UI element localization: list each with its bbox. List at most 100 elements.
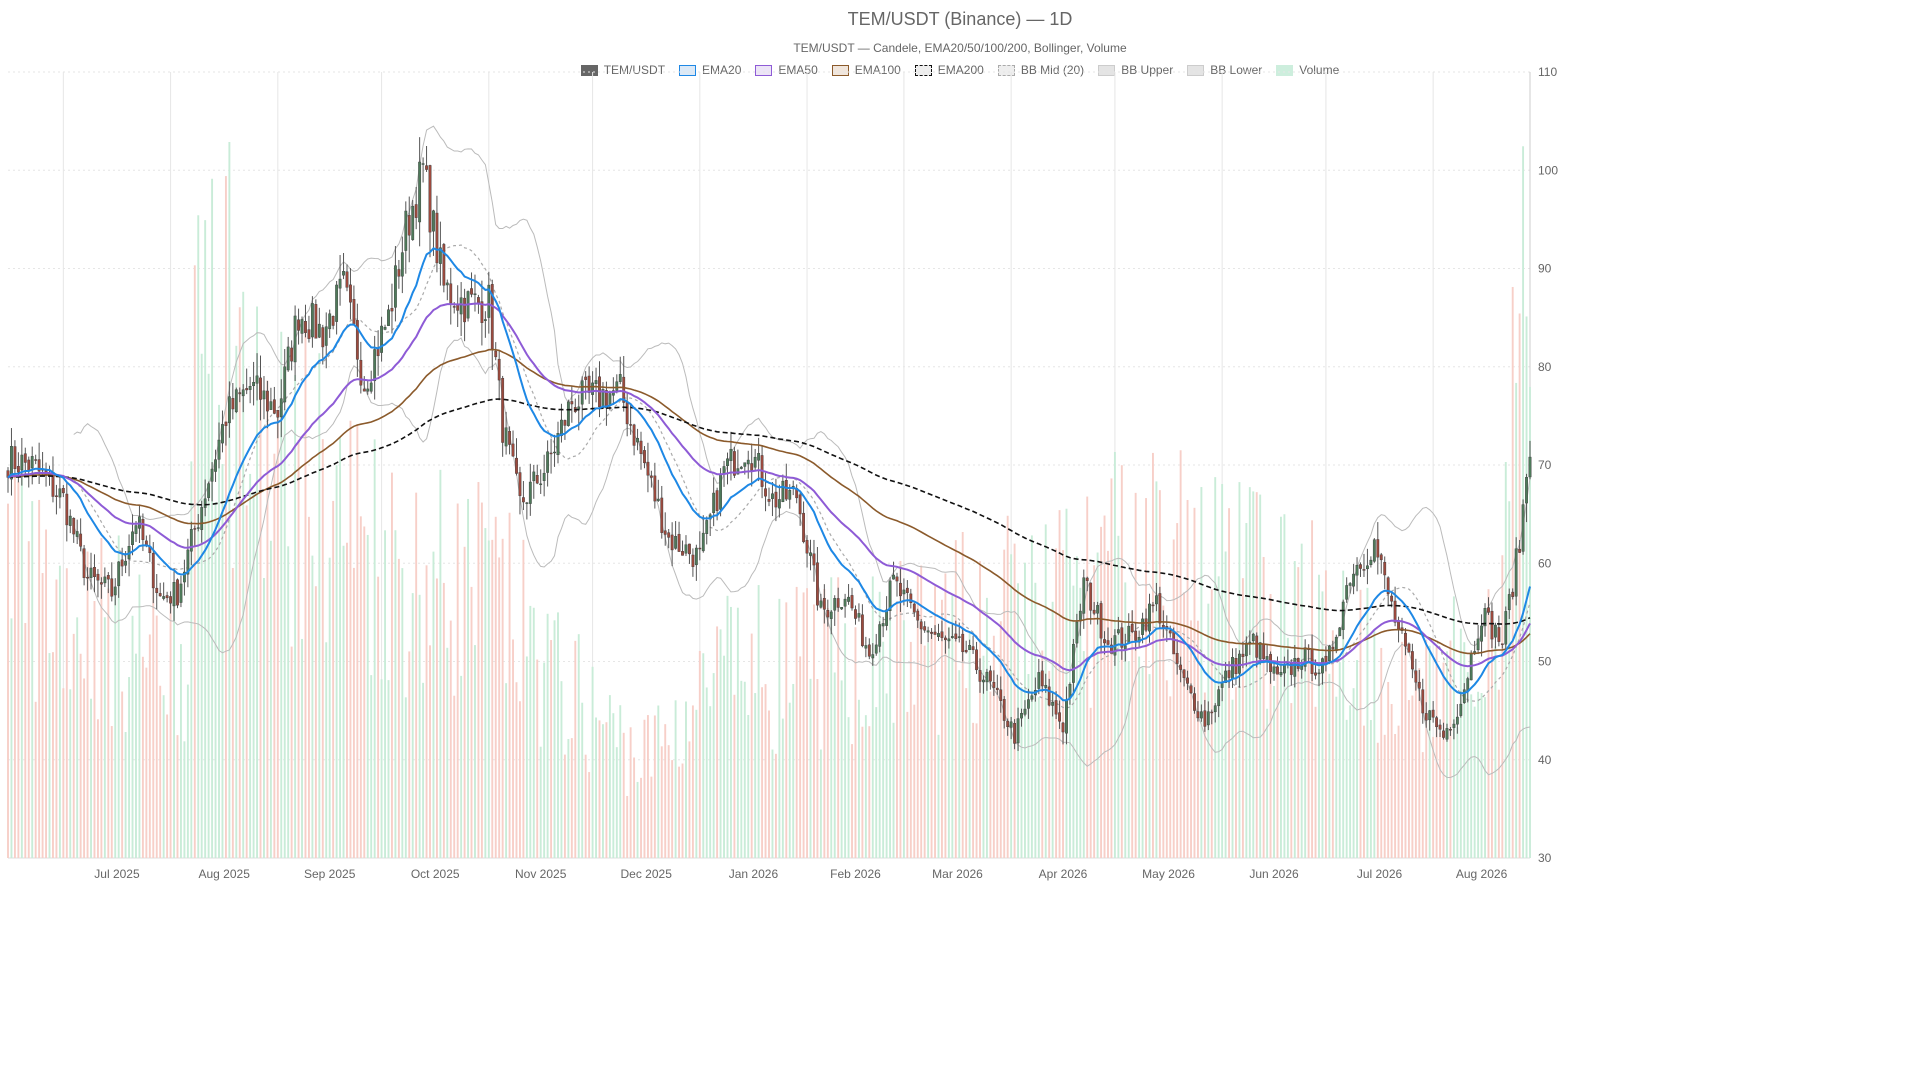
volume-bar: [467, 498, 470, 858]
volume-bar: [1331, 630, 1334, 858]
candle-body: [1511, 591, 1515, 598]
volume-bar: [640, 777, 642, 858]
candle-body: [750, 463, 754, 471]
volume-bar: [688, 741, 691, 858]
candle-body: [774, 491, 778, 508]
candle-body: [1238, 653, 1241, 674]
legend-item-ema100[interactable]: EMA100: [831, 63, 901, 77]
volume-bar: [1093, 565, 1096, 858]
volume-bar: [854, 627, 857, 858]
candle-body: [1407, 643, 1411, 653]
volume-bar: [636, 781, 639, 858]
volume-bar: [768, 710, 770, 858]
volume-bar: [681, 763, 684, 858]
volume-bar: [294, 374, 297, 858]
volume-bar: [197, 215, 200, 859]
candle-body: [255, 375, 259, 384]
volume-bar: [221, 464, 224, 858]
candle-body: [698, 547, 702, 550]
candle-body: [1459, 703, 1463, 716]
volume-bar: [1383, 734, 1386, 858]
candle-body: [864, 645, 868, 649]
candle-body: [1341, 601, 1345, 630]
volume-bar: [1484, 697, 1486, 858]
candle-body: [1383, 561, 1387, 576]
volume-bar: [1286, 637, 1289, 858]
candle-body: [227, 396, 231, 424]
candle-body: [210, 468, 214, 482]
volume-bar: [1515, 382, 1518, 858]
volume-bar: [1380, 647, 1383, 858]
candle-body: [165, 595, 169, 599]
volume-bar: [83, 678, 86, 858]
legend-item-bb-lower[interactable]: BB Lower: [1187, 63, 1262, 77]
legend-item-ema50[interactable]: EMA50: [755, 63, 818, 77]
candle-body: [587, 375, 591, 393]
volume-bar: [17, 481, 20, 858]
volume-bar: [508, 512, 511, 858]
candle-body: [151, 553, 155, 589]
candle-body: [328, 313, 332, 330]
legend-item-volume[interactable]: Volume: [1276, 63, 1339, 77]
volume-bar: [273, 453, 276, 858]
candle-body: [504, 427, 508, 447]
volume-bar: [13, 475, 16, 858]
candle-body: [660, 497, 664, 533]
volume-bar: [1262, 556, 1265, 858]
volume-bar: [1394, 733, 1397, 858]
candle-body: [1490, 610, 1494, 640]
candle-body: [971, 646, 975, 651]
volume-bar: [373, 439, 376, 858]
candle-body: [1258, 642, 1262, 660]
legend-item-bb-mid-20[interactable]: BB Mid (20): [997, 63, 1084, 77]
candle-body: [490, 284, 494, 349]
legend-label: EMA50: [778, 63, 818, 77]
legend-item-bb-upper[interactable]: BB Upper: [1098, 63, 1173, 77]
volume-bar: [1314, 706, 1317, 858]
volume-bar: [712, 673, 715, 858]
candle-body: [1449, 729, 1452, 731]
candle-body: [909, 593, 913, 604]
volume-bar: [1155, 481, 1158, 858]
legend-item-tem-usdt[interactable]: TEM/USDT: [580, 63, 665, 77]
candle-body: [110, 578, 114, 597]
candle-body: [438, 247, 442, 264]
volume-bar: [657, 705, 660, 858]
candle-body: [269, 401, 273, 410]
volume-bar: [1356, 660, 1358, 858]
volume-bar: [1079, 587, 1082, 858]
volume-bar: [422, 682, 425, 858]
volume-bar: [1034, 582, 1037, 858]
candle-body: [1016, 718, 1020, 744]
candle-body: [1061, 722, 1065, 733]
volume-bar: [52, 652, 54, 858]
candle-body: [646, 461, 650, 476]
volume-bar: [1459, 628, 1462, 858]
volume-bar: [429, 645, 431, 858]
volume-bar: [480, 502, 483, 858]
candle-body: [1196, 711, 1200, 719]
candle-body: [684, 544, 688, 554]
x-tick-label: Apr 2026: [1039, 867, 1088, 881]
volume-bar: [301, 638, 303, 858]
candle-body: [784, 479, 788, 500]
candle-body: [10, 446, 13, 480]
volume-bar: [487, 540, 490, 858]
volume-bar: [370, 675, 373, 858]
volume-bar: [366, 534, 369, 858]
candle-body: [570, 401, 574, 405]
volume-bar: [698, 650, 701, 858]
volume-bar: [415, 492, 418, 858]
y-tick-label: 70: [1538, 458, 1552, 472]
candle-body: [366, 388, 370, 392]
legend-item-ema20[interactable]: EMA20: [679, 63, 741, 77]
legend-item-ema200[interactable]: EMA200: [914, 63, 984, 77]
candle-body: [1414, 670, 1418, 683]
candle-body: [1040, 670, 1044, 687]
bollinger-bands: [73, 125, 1531, 779]
candle-body: [421, 163, 425, 165]
candle-body: [272, 399, 276, 414]
volume-bar: [857, 699, 860, 858]
candle-body: [1466, 678, 1470, 692]
